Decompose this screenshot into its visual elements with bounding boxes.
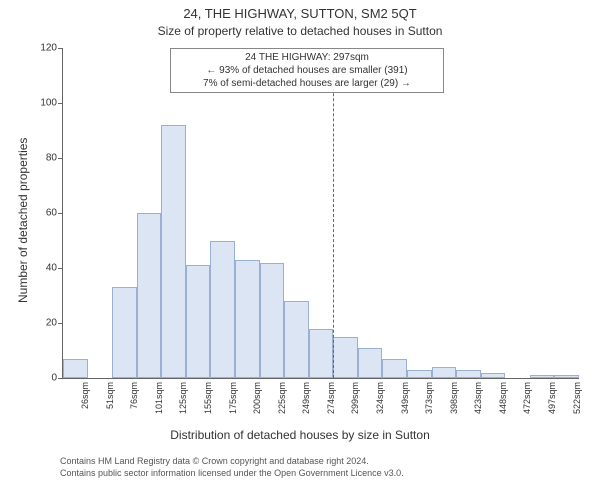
x-tick-label: 398sqm <box>449 382 459 414</box>
y-tick-label: 120 <box>40 43 57 54</box>
histogram-bar <box>407 370 432 378</box>
x-tick-label: 522sqm <box>572 382 582 414</box>
chart-title-address: 24, THE HIGHWAY, SUTTON, SM2 5QT <box>0 6 600 21</box>
x-tick-label: 200sqm <box>252 382 262 414</box>
histogram-bar <box>161 125 186 378</box>
x-tick-label: 76sqm <box>129 382 139 409</box>
annotation-box: 24 THE HIGHWAY: 297sqm ← 93% of detached… <box>170 48 444 93</box>
x-tick-label: 155sqm <box>203 382 213 414</box>
x-tick-label: 472sqm <box>522 382 532 414</box>
y-tick-label: 80 <box>46 153 57 164</box>
y-tick-mark <box>58 103 63 104</box>
plot-area: 02040608010012026sqm51sqm76sqm101sqm125s… <box>62 48 579 379</box>
histogram-bar <box>333 337 358 378</box>
footer-attribution: Contains HM Land Registry data © Crown c… <box>60 456 404 479</box>
x-tick-label: 175sqm <box>228 382 238 414</box>
histogram-bar <box>63 359 88 378</box>
annotation-line-1: 24 THE HIGHWAY: 297sqm <box>177 51 437 64</box>
x-tick-label: 349sqm <box>400 382 410 414</box>
chart-title-subtitle: Size of property relative to detached ho… <box>0 24 600 38</box>
histogram-bar <box>382 359 407 378</box>
y-tick-label: 40 <box>46 263 57 274</box>
x-tick-label: 26sqm <box>80 382 90 409</box>
y-tick-mark <box>58 378 63 379</box>
y-tick-mark <box>58 268 63 269</box>
histogram-bar <box>432 367 457 378</box>
x-tick-label: 101sqm <box>154 382 164 414</box>
x-tick-label: 497sqm <box>547 382 557 414</box>
x-axis-label: Distribution of detached houses by size … <box>0 428 600 442</box>
x-tick-label: 299sqm <box>350 382 360 414</box>
histogram-bar <box>554 375 579 378</box>
histogram-bar <box>137 213 162 378</box>
y-tick-label: 20 <box>46 318 57 329</box>
histogram-bar <box>186 265 211 378</box>
histogram-bar <box>530 375 555 378</box>
histogram-bar <box>235 260 260 378</box>
histogram-bar <box>358 348 383 378</box>
y-tick-mark <box>58 48 63 49</box>
x-tick-label: 274sqm <box>326 382 336 414</box>
histogram-chart: 24, THE HIGHWAY, SUTTON, SM2 5QT Size of… <box>0 0 600 500</box>
x-tick-label: 225sqm <box>277 382 287 414</box>
y-tick-mark <box>58 213 63 214</box>
histogram-bar <box>481 373 506 379</box>
y-tick-mark <box>58 158 63 159</box>
x-tick-label: 51sqm <box>105 382 115 409</box>
histogram-bar <box>456 370 481 378</box>
x-tick-label: 249sqm <box>301 382 311 414</box>
annotation-line-3: 7% of semi-detached houses are larger (2… <box>177 77 437 90</box>
x-tick-label: 324sqm <box>375 382 385 414</box>
property-marker-line <box>333 48 334 378</box>
x-tick-label: 423sqm <box>473 382 483 414</box>
histogram-bar <box>112 287 137 378</box>
histogram-bar <box>284 301 309 378</box>
y-axis-label: Number of detached properties <box>16 138 30 303</box>
histogram-bar <box>260 263 285 379</box>
x-tick-label: 373sqm <box>424 382 434 414</box>
x-tick-label: 448sqm <box>498 382 508 414</box>
y-tick-label: 100 <box>40 98 57 109</box>
y-tick-label: 0 <box>51 373 57 384</box>
histogram-bar <box>309 329 334 379</box>
footer-line-1: Contains HM Land Registry data © Crown c… <box>60 456 404 468</box>
y-tick-label: 60 <box>46 208 57 219</box>
histogram-bar <box>210 241 235 379</box>
annotation-line-2: ← 93% of detached houses are smaller (39… <box>177 64 437 77</box>
y-tick-mark <box>58 323 63 324</box>
footer-line-2: Contains public sector information licen… <box>60 468 404 480</box>
x-tick-label: 125sqm <box>178 382 188 414</box>
